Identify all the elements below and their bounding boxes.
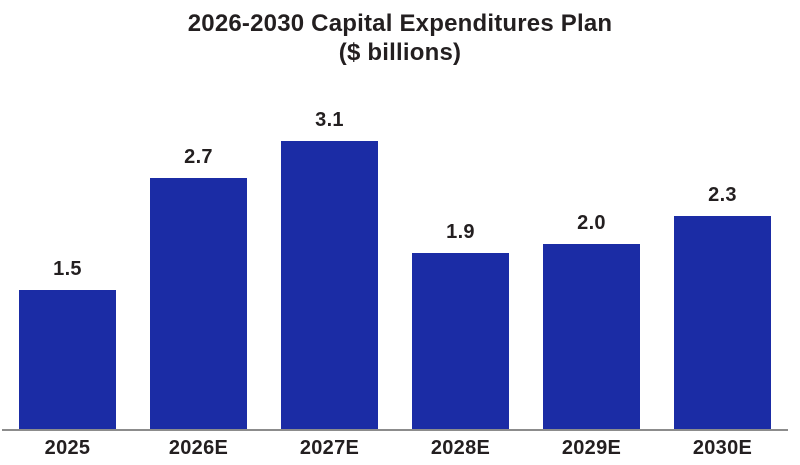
- bar-2026E[interactable]: [150, 178, 247, 430]
- bar-group: 2.0: [526, 212, 657, 430]
- bar-value-label: 2.7: [184, 146, 213, 169]
- bar-value-label: 2.0: [577, 211, 606, 234]
- bar-value-label: 2.3: [708, 183, 737, 206]
- x-axis-label-2029E: 2029E: [561, 437, 622, 459]
- bar-value-label: 1.9: [446, 220, 475, 243]
- chart-title: 2026-2030 Capital Expenditures Plan ($ b…: [0, 9, 800, 68]
- bar-2028E[interactable]: [412, 252, 509, 430]
- x-axis-label-2026E: 2026E: [168, 437, 229, 459]
- x-axis-label-2025: 2025: [44, 437, 91, 459]
- bar-value-label: 1.5: [53, 258, 82, 281]
- x-axis-label-2030E: 2030E: [692, 437, 753, 459]
- chart-title-line2: ($ billions): [338, 39, 462, 67]
- bar-group: 2.7: [133, 146, 264, 430]
- bar-2029E[interactable]: [543, 243, 640, 430]
- x-axis-label-2028E: 2028E: [430, 437, 491, 459]
- bar-2030E[interactable]: [674, 215, 771, 430]
- chart-title-line1: 2026-2030 Capital Expenditures Plan: [187, 10, 613, 37]
- bar-group: 1.5: [2, 258, 133, 430]
- bar-group: 1.9: [395, 221, 526, 430]
- bar-2025[interactable]: [19, 290, 116, 430]
- bar-value-label: 3.1: [315, 109, 344, 132]
- bar-group: 2.3: [657, 184, 788, 430]
- x-axis-line: [2, 429, 788, 431]
- x-axis-labels-row: 2025 2026E 2027E 2028E 2029E 2030E: [2, 437, 788, 460]
- x-axis-label-2027E: 2027E: [299, 437, 360, 459]
- plot-area: 1.5 2.7 3.1 1.9 2.0 2.3: [2, 0, 788, 430]
- bar-2027E[interactable]: [281, 141, 378, 430]
- bar-group: 3.1: [264, 109, 395, 430]
